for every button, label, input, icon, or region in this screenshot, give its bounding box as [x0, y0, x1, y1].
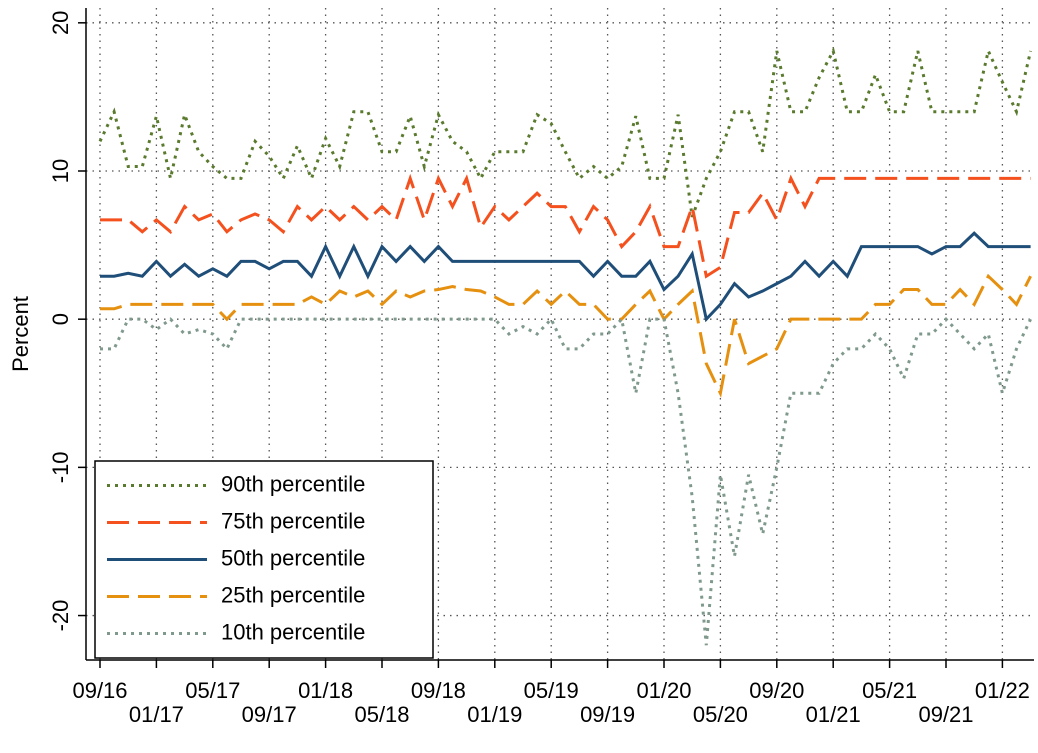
- y-tick-label: 0: [48, 313, 73, 325]
- y-tick-label: 20: [48, 11, 73, 35]
- x-tick-label: 09/18: [411, 678, 466, 703]
- x-tick-label: 01/22: [975, 678, 1030, 703]
- x-tick-label: 05/19: [524, 678, 579, 703]
- legend-label: 10th percentile: [221, 619, 365, 644]
- x-tick-label: 05/20: [693, 702, 748, 727]
- legend-label: 90th percentile: [221, 471, 365, 496]
- line: [100, 273, 1032, 399]
- legend-label: 50th percentile: [221, 545, 365, 570]
- y-tick-label: -10: [48, 451, 73, 483]
- line: [98, 46, 1033, 218]
- x-tick-label: 09/20: [749, 678, 804, 703]
- x-tick-label: 01/20: [636, 678, 691, 703]
- x-tick-label: 01/21: [806, 702, 861, 727]
- x-tick-label: 09/16: [72, 678, 127, 703]
- x-tick-label: 05/21: [862, 678, 917, 703]
- line: [100, 231, 1031, 323]
- x-tick-label: 01/17: [129, 702, 184, 727]
- x-tick-label: 01/18: [298, 678, 353, 703]
- line: [100, 316, 1032, 646]
- x-tick-label: 05/17: [185, 678, 240, 703]
- x-tick-label: 09/21: [918, 702, 973, 727]
- x-tick-label: 01/19: [467, 702, 522, 727]
- y-axis-label: Percent: [8, 296, 33, 372]
- x-tick-label: 09/17: [242, 702, 297, 727]
- x-tick-label: 05/18: [354, 702, 409, 727]
- legend-label: 75th percentile: [221, 508, 365, 533]
- line: [100, 173, 1031, 279]
- y-tick-label: 10: [48, 159, 73, 183]
- x-tick-label: 09/19: [580, 702, 635, 727]
- legend-label: 25th percentile: [221, 582, 365, 607]
- y-tick-label: -20: [48, 600, 73, 632]
